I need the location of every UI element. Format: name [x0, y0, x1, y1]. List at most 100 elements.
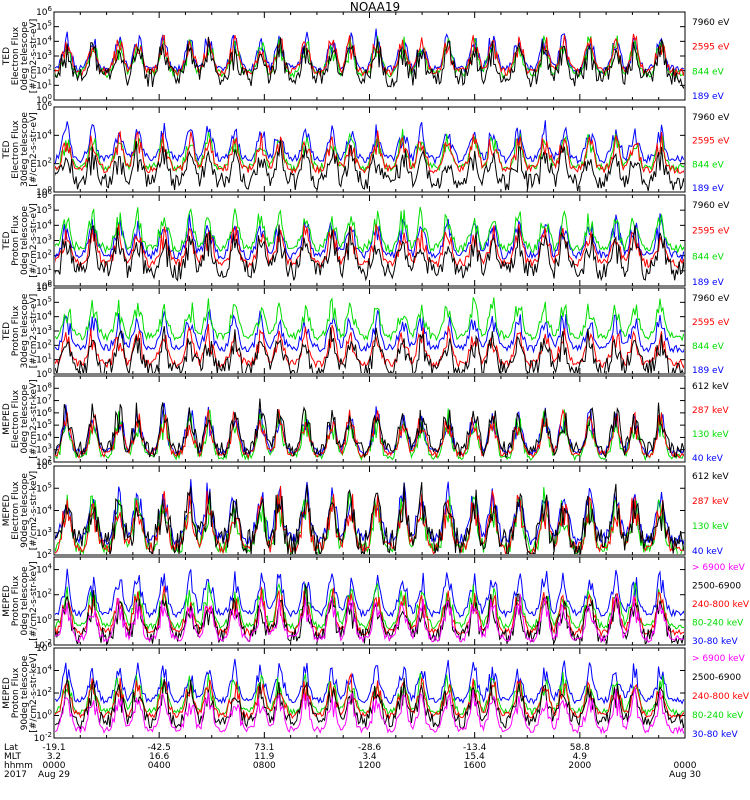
- y-tick-label: 105: [36, 418, 52, 431]
- y-axis-label: MEPEDProton Flux90deg telescope[#/cm2-s-…: [2, 653, 39, 732]
- y-tick-label: 103: [36, 234, 52, 247]
- x-row-label: Lat: [4, 743, 19, 753]
- series-black-line: [55, 139, 684, 191]
- x-tick-label: 2000: [568, 761, 591, 771]
- y-tick-label: 106: [36, 188, 52, 201]
- legend-entry: 844 eV: [692, 342, 725, 352]
- y-tick-label: 104: [36, 664, 52, 677]
- y-tick-label: 10-2: [34, 731, 52, 744]
- series-green-line: [55, 297, 684, 342]
- y-tick-label: 10-2: [34, 638, 52, 651]
- y-tick-label: 105: [36, 203, 52, 216]
- y-tick-label: 102: [36, 157, 52, 170]
- y-tick-label: 104: [36, 34, 52, 47]
- y-axis-label: TEDElectron Flux30deg telescope[#/cm2-s-…: [2, 112, 39, 187]
- x-tick-label: 3.2: [47, 752, 61, 762]
- panel-data: [55, 658, 684, 735]
- series-red-line: [55, 130, 684, 175]
- x-tick-label: Aug 30: [669, 770, 701, 780]
- y-tick-label: 103: [36, 526, 52, 539]
- y-tick-label: 105: [36, 20, 52, 33]
- y-tick-label: 100: [36, 93, 52, 106]
- y-axis-label: MEPEDElectron Flux90deg telescope[#/cm2-…: [2, 471, 39, 550]
- series-green-line: [55, 206, 684, 254]
- y-tick-label: 101: [36, 353, 52, 366]
- y-axis-label: TEDElectron Flux0deg telescope[#/cm2-s-s…: [2, 19, 39, 94]
- legend-entry: > 6900 keV: [692, 563, 746, 573]
- panel-data: [55, 568, 684, 644]
- legend-entry: 2500-6900: [692, 582, 741, 592]
- x-tick-label: 1600: [463, 761, 486, 771]
- legend-entry: 287 keV: [692, 497, 729, 507]
- x-tick-label: 11.9: [254, 752, 274, 762]
- legend-entry: 2595 eV: [692, 227, 730, 237]
- series-blue-line: [55, 28, 684, 75]
- legend-entry: 40 keV: [692, 547, 724, 557]
- x-tick-label: 73.1: [254, 743, 274, 753]
- y-tick-label: 102: [36, 249, 52, 262]
- legend-entry: 7960 eV: [692, 201, 730, 211]
- x-tick-label: 3.4: [362, 752, 377, 762]
- x-tick-label: Aug 29: [38, 770, 70, 780]
- y-tick-label: 106: [36, 406, 52, 419]
- legend-entry: 30-80 keV: [692, 637, 738, 647]
- legend-entry: 2595 eV: [692, 318, 730, 328]
- legend-entry: 844 eV: [692, 67, 725, 77]
- y-tick-label: 104: [36, 218, 52, 231]
- panel-data: [55, 120, 684, 191]
- legend-entry: 844 eV: [692, 252, 725, 262]
- y-tick-label: 100: [36, 185, 52, 198]
- panel-data: [55, 398, 684, 461]
- series-black-line: [55, 482, 684, 554]
- y-tick-label: 104: [36, 504, 52, 517]
- legend-entry: 189 eV: [692, 278, 725, 288]
- legend-entry: 7960 eV: [692, 18, 730, 28]
- y-axis-label: MEPEDElectron Flux0deg telescope[#/cm2-s…: [2, 379, 39, 458]
- panel-frame: [53, 194, 686, 287]
- series-green-line: [55, 582, 684, 632]
- x-tick-label: 0000: [43, 761, 66, 771]
- series-black-line: [55, 677, 684, 730]
- series-black-line: [55, 224, 684, 282]
- y-tick-label: 104: [36, 430, 52, 443]
- panel-3: 100 101 102 103 104 105 106 TEDProton Flux0deg …: [2, 188, 730, 292]
- y-tick-label: 103: [36, 443, 52, 456]
- y-tick-label: 105: [36, 295, 52, 308]
- y-tick-label: 102: [36, 455, 52, 468]
- y-tick-label: 100: [36, 367, 52, 380]
- legend-entry: 30-80 keV: [692, 730, 738, 740]
- panel-data: [55, 28, 684, 90]
- y-tick-label: 100: [36, 613, 52, 626]
- legend-entry: 612 keV: [692, 472, 729, 482]
- x-tick-label: 4.9: [573, 752, 588, 762]
- x-tick-label: 1200: [358, 761, 381, 771]
- y-tick-label: 100: [36, 709, 52, 722]
- panel-data: [55, 297, 684, 373]
- legend-entry: 612 keV: [692, 382, 729, 392]
- x-tick-label: 16.6: [149, 752, 169, 762]
- x-row-label: 2017: [4, 770, 27, 780]
- legend-entry: 240-800 keV: [692, 692, 750, 702]
- legend-entry: 287 keV: [692, 406, 729, 416]
- y-tick-label: 104: [36, 563, 52, 576]
- legend-entry: 40 keV: [692, 454, 724, 464]
- x-tick-label: -13.4: [463, 743, 487, 753]
- legend-entry: 2595 eV: [692, 137, 730, 147]
- y-tick-label: 105: [36, 481, 52, 494]
- series-blue-line: [55, 120, 684, 165]
- x-tick-label: 0000: [674, 761, 697, 771]
- legend-entry: 7960 eV: [692, 113, 730, 123]
- y-tick-label: 108: [36, 381, 52, 394]
- y-tick-label: 101: [36, 78, 52, 91]
- y-tick-label: 103: [36, 324, 52, 337]
- legend-entry: 2500-6900: [692, 673, 741, 683]
- x-tick-label: -19.1: [42, 743, 65, 753]
- series-magenta-line: [55, 687, 684, 735]
- panel-data: [55, 206, 684, 282]
- legend-entry: 80-240 keV: [692, 711, 744, 721]
